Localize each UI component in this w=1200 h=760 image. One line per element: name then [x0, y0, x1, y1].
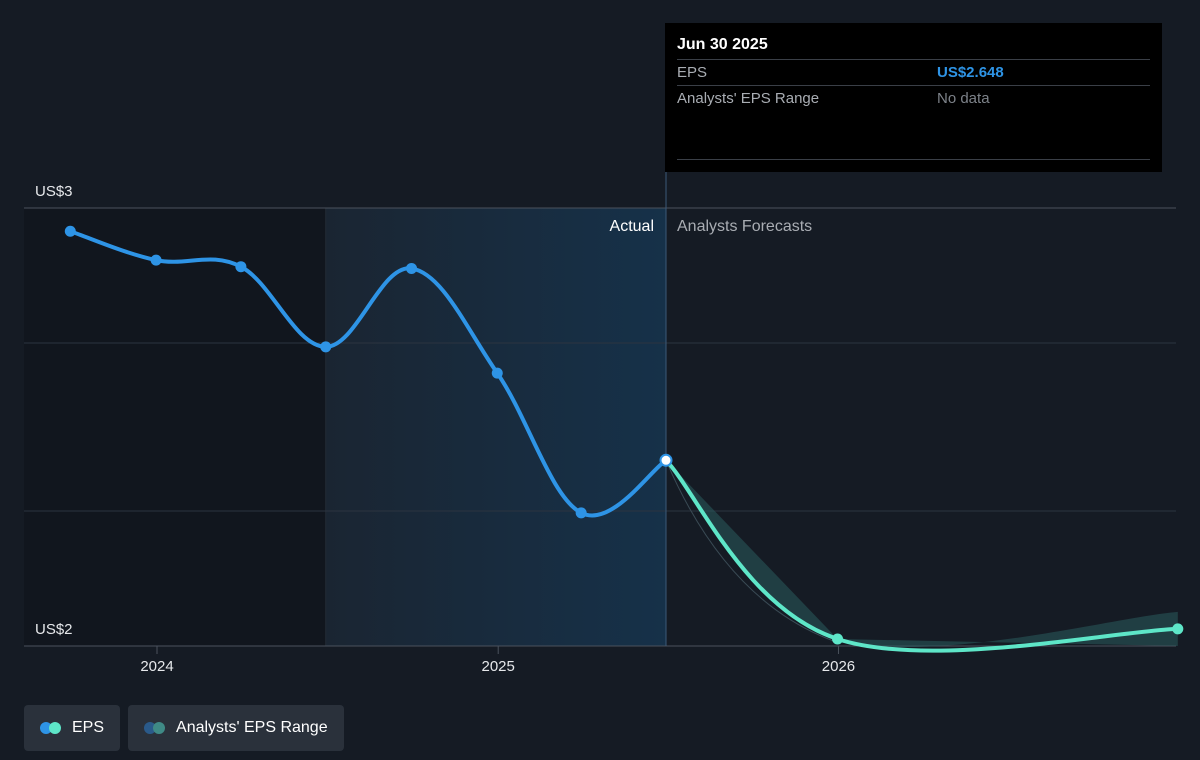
tooltip-row-eps: EPS US$2.648: [677, 59, 1150, 86]
y-axis-label-top: US$3: [35, 183, 73, 200]
tooltip-eps-label: EPS: [677, 64, 708, 81]
legend-eps-label: EPS: [72, 719, 105, 736]
eps-forecast-point: [1172, 623, 1184, 635]
eps-actual-point: [406, 262, 418, 274]
eps-forecast-point: [832, 633, 844, 645]
legend-range-dots: [144, 722, 166, 734]
legend-range-label: Analysts' EPS Range: [176, 719, 328, 736]
legend-range-dot-b: [153, 722, 166, 734]
eps-actual-point: [575, 507, 587, 519]
y-axis-label-bottom: US$2: [35, 621, 73, 638]
eps-actual-point: [491, 367, 503, 379]
legend-eps-button[interactable]: EPS: [24, 705, 121, 751]
legend-eps-dot-forecast: [49, 722, 61, 734]
x-axis-tick-label: 2024: [140, 658, 173, 675]
past-year-region: [325, 208, 667, 646]
eps-actual-point: [150, 254, 162, 266]
legend: EPS Analysts' EPS Range: [24, 705, 344, 751]
eps-actual-line: [68, 229, 669, 518]
tooltip-range-label: Analysts' EPS Range: [677, 90, 820, 107]
tooltip-range-value: No data: [937, 90, 990, 107]
older-history-region: [24, 208, 326, 646]
x-axis-tick-label: 2026: [822, 658, 855, 675]
section-label-forecast: Analysts Forecasts: [677, 218, 812, 235]
eps-highlight-point: [659, 453, 673, 467]
legend-range-button[interactable]: Analysts' EPS Range: [128, 705, 344, 751]
eps-actual-point: [235, 261, 247, 273]
tooltip-divider: [677, 159, 1150, 160]
section-label-actual: Actual: [610, 218, 654, 235]
legend-eps-dots: [40, 722, 62, 734]
x-axis-tick-label: 2025: [482, 658, 515, 675]
tooltip-date: Jun 30 2025: [677, 36, 768, 53]
analysts-eps-range-band: [666, 460, 1178, 648]
eps-actual-point: [64, 225, 76, 237]
tooltip-eps-value: US$2.648: [937, 64, 1004, 81]
tooltip-row-range: Analysts' EPS Range No data: [677, 85, 1150, 112]
eps-actual-point: [320, 341, 332, 353]
forecast-guide-line: [665, 460, 834, 642]
tooltip: Jun 30 2025 EPS US$2.648 Analysts' EPS R…: [665, 23, 1162, 172]
